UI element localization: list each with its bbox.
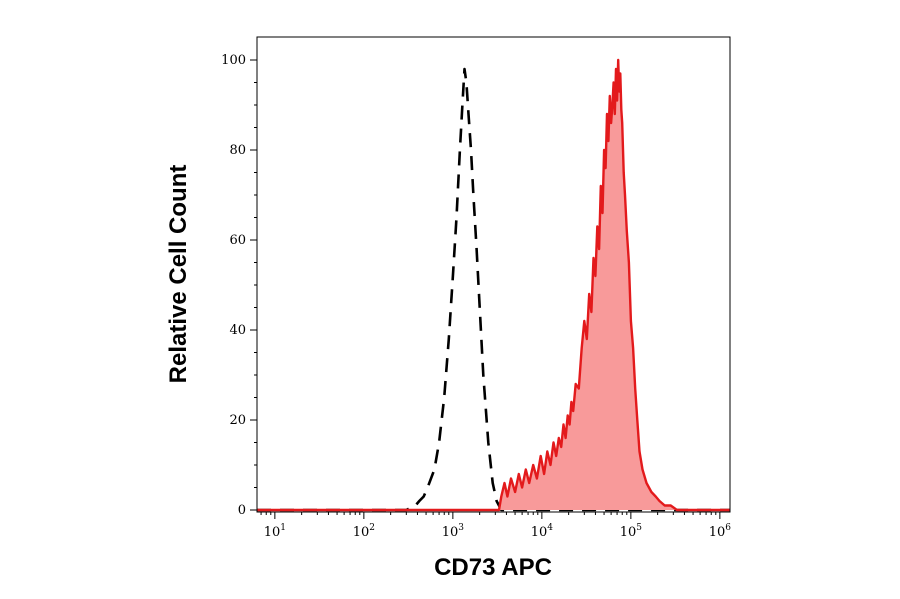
x-tick-label: 104: [531, 523, 554, 540]
x-tick-label: 105: [620, 523, 643, 540]
y-tick-label: 40: [229, 323, 246, 338]
plot-frame: [256, 36, 731, 513]
x-axis: 101 102 103 104 105 106: [260, 512, 732, 540]
y-tick-label: 60: [229, 233, 246, 248]
y-tick-label: 100: [221, 53, 246, 68]
x-tick-label: 102: [353, 523, 375, 540]
x-axis-title: CD73 APC: [434, 554, 552, 581]
x-tick-label: 103: [442, 523, 465, 540]
y-tick-label: 80: [229, 143, 246, 158]
y-axis: 0 20 40 60 80 100: [221, 53, 257, 518]
series-0-line: [257, 67, 730, 512]
y-tick-label: 20: [229, 413, 246, 428]
y-tick-label: 0: [238, 503, 246, 518]
x-tick-label: 101: [264, 523, 286, 540]
series-1-line: [257, 58, 730, 512]
y-axis-title: Relative Cell Count: [165, 165, 192, 384]
series-layer: [257, 58, 730, 512]
x-tick-label: 106: [709, 523, 732, 540]
series-1-area: [257, 60, 730, 510]
